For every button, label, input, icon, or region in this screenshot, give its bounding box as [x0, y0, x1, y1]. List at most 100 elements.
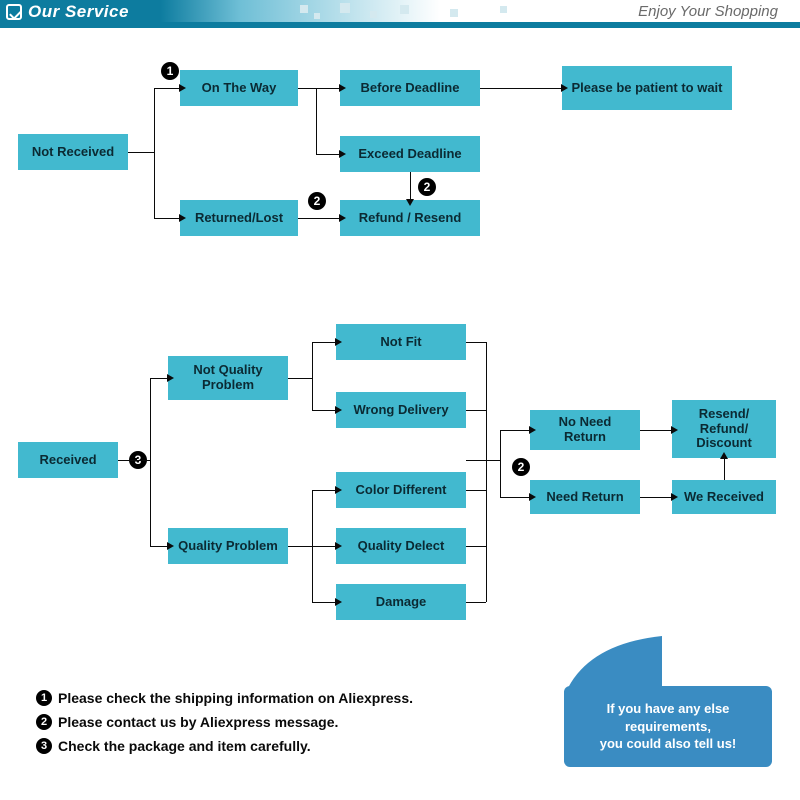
edge-seg — [466, 546, 486, 547]
node-qp: Quality Problem — [168, 528, 288, 564]
arrow-right-icon — [529, 426, 536, 434]
arrow-down-icon — [406, 199, 414, 206]
arrow-right-icon — [179, 214, 186, 222]
node-wrong_delivery: Wrong Delivery — [336, 392, 466, 428]
edge-seg — [312, 490, 336, 491]
node-not_fit: Not Fit — [336, 324, 466, 360]
edge-seg — [312, 490, 313, 546]
edge-seg — [312, 546, 313, 602]
edge-seg — [298, 88, 316, 89]
node-before_deadline: Before Deadline — [340, 70, 480, 106]
node-no_need_return: No Need Return — [530, 410, 640, 450]
arrow-right-icon — [335, 486, 342, 494]
edge-seg — [500, 460, 501, 497]
arrow-right-icon — [561, 84, 568, 92]
badge-1: 1 — [161, 62, 179, 80]
callout-line3: you could also tell us! — [600, 736, 737, 751]
arrow-right-icon — [335, 542, 342, 550]
badge-2: 2 — [512, 458, 530, 476]
edge-seg — [500, 430, 530, 431]
arrow-right-icon — [335, 338, 342, 346]
badge-2: 2 — [308, 192, 326, 210]
edge-seg — [466, 602, 486, 603]
footnote-badge-icon: 3 — [36, 738, 52, 754]
node-exceed_deadline: Exceed Deadline — [340, 136, 480, 172]
header-bar: Our Service Enjoy Your Shopping — [0, 0, 800, 28]
edge-seg — [150, 378, 151, 460]
arrow-right-icon — [671, 493, 678, 501]
node-on_the_way: On The Way — [180, 70, 298, 106]
badge-2: 2 — [418, 178, 436, 196]
callout-tail-icon — [558, 634, 668, 694]
callout-bubble: If you have any else requirements, you c… — [564, 686, 772, 767]
footnote-text: Please check the shipping information on… — [58, 690, 413, 706]
node-returned_lost: Returned/Lost — [180, 200, 298, 236]
edge-seg — [312, 342, 313, 378]
edge-seg — [724, 458, 725, 480]
footnote-badge-icon: 2 — [36, 714, 52, 730]
edge-seg — [312, 602, 336, 603]
footnote-3: 3 Check the package and item carefully. — [36, 738, 311, 754]
edge-seg — [640, 497, 672, 498]
arrow-right-icon — [339, 214, 346, 222]
arrow-right-icon — [671, 426, 678, 434]
node-need_return: Need Return — [530, 480, 640, 514]
node-quality_defect: Quality Delect — [336, 528, 466, 564]
edge-seg — [128, 152, 154, 153]
arrow-right-icon — [167, 542, 174, 550]
edge-seg — [298, 218, 340, 219]
edge-seg — [154, 88, 180, 89]
footnote-text: Please contact us by Aliexpress message. — [58, 714, 338, 730]
edge-seg — [312, 378, 313, 410]
footnote-2: 2 Please contact us by Aliexpress message… — [36, 714, 338, 730]
edge-seg — [316, 88, 317, 154]
arrow-right-icon — [339, 84, 346, 92]
edge-seg — [312, 342, 336, 343]
edge-seg — [410, 172, 411, 200]
node-received: Received — [18, 442, 118, 478]
edge-seg — [466, 490, 486, 491]
edge-seg — [640, 430, 672, 431]
footnote-badge-icon: 1 — [36, 690, 52, 706]
header-tagline: Enjoy Your Shopping — [638, 3, 778, 20]
edge-seg — [466, 342, 486, 343]
node-resend_refund: Resend/ Refund/ Discount — [672, 400, 776, 458]
edge-seg — [154, 152, 155, 218]
edge-seg — [288, 378, 312, 379]
node-nqp: Not Quality Problem — [168, 356, 288, 400]
node-color_diff: Color Different — [336, 472, 466, 508]
arrow-right-icon — [335, 598, 342, 606]
node-we_received: We Received — [672, 480, 776, 514]
edge-seg — [312, 410, 336, 411]
edge-seg — [466, 410, 486, 411]
arrow-right-icon — [179, 84, 186, 92]
edge-seg — [150, 546, 168, 547]
callout-line2: requirements, — [625, 719, 711, 734]
check-icon — [6, 4, 22, 20]
callout-line1: If you have any else — [607, 701, 730, 716]
arrow-right-icon — [339, 150, 346, 158]
node-please_wait: Please be patient to wait — [562, 66, 732, 110]
arrow-up-icon — [720, 452, 728, 459]
footnote-1: 1 Please check the shipping information o… — [36, 690, 413, 706]
arrow-right-icon — [167, 374, 174, 382]
edge-seg — [118, 460, 150, 461]
edge-seg — [154, 218, 180, 219]
edge-seg — [150, 460, 151, 546]
header-title: Our Service — [28, 2, 129, 22]
arrow-right-icon — [529, 493, 536, 501]
edge-seg — [486, 342, 487, 602]
footnote-text: Check the package and item carefully. — [58, 738, 311, 754]
arrow-right-icon — [335, 406, 342, 414]
edge-seg — [150, 378, 168, 379]
flowchart-canvas: Not Received On The Way Returned/Lost Befor… — [0, 28, 800, 800]
header-squares — [300, 3, 560, 23]
node-not_received: Not Received — [18, 134, 128, 170]
edge-seg — [154, 88, 155, 152]
edge-seg — [316, 154, 340, 155]
edge-seg — [288, 546, 312, 547]
edge-seg — [500, 430, 501, 460]
edge-seg — [500, 497, 530, 498]
edge-seg — [486, 460, 500, 461]
node-damage: Damage — [336, 584, 466, 620]
